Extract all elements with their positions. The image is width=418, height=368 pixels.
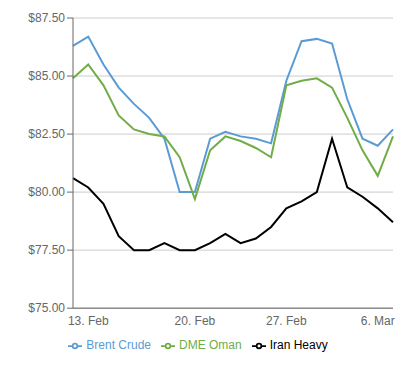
svg-text:$87.50: $87.50 xyxy=(28,11,65,25)
html-text:Iran Heavy: Iran Heavy xyxy=(269,338,328,353)
svg-text:$77.50: $77.50 xyxy=(28,243,65,257)
svg-text:13. Feb: 13. Feb xyxy=(68,314,109,328)
svg-text:6. Mar: 6. Mar xyxy=(361,314,395,328)
svg-text:27. Feb: 27. Feb xyxy=(266,314,307,328)
html-text:Brent Crude: Brent Crude xyxy=(86,338,151,353)
svg-text:$82.50: $82.50 xyxy=(28,127,65,141)
svg-text:20. Feb: 20. Feb xyxy=(175,314,216,328)
svg-text:$85.00: $85.00 xyxy=(28,69,65,83)
html-text:DME Oman: DME Oman xyxy=(179,338,242,353)
svg-text:$75.00: $75.00 xyxy=(28,301,65,315)
svg-text:$80.00: $80.00 xyxy=(28,185,65,199)
